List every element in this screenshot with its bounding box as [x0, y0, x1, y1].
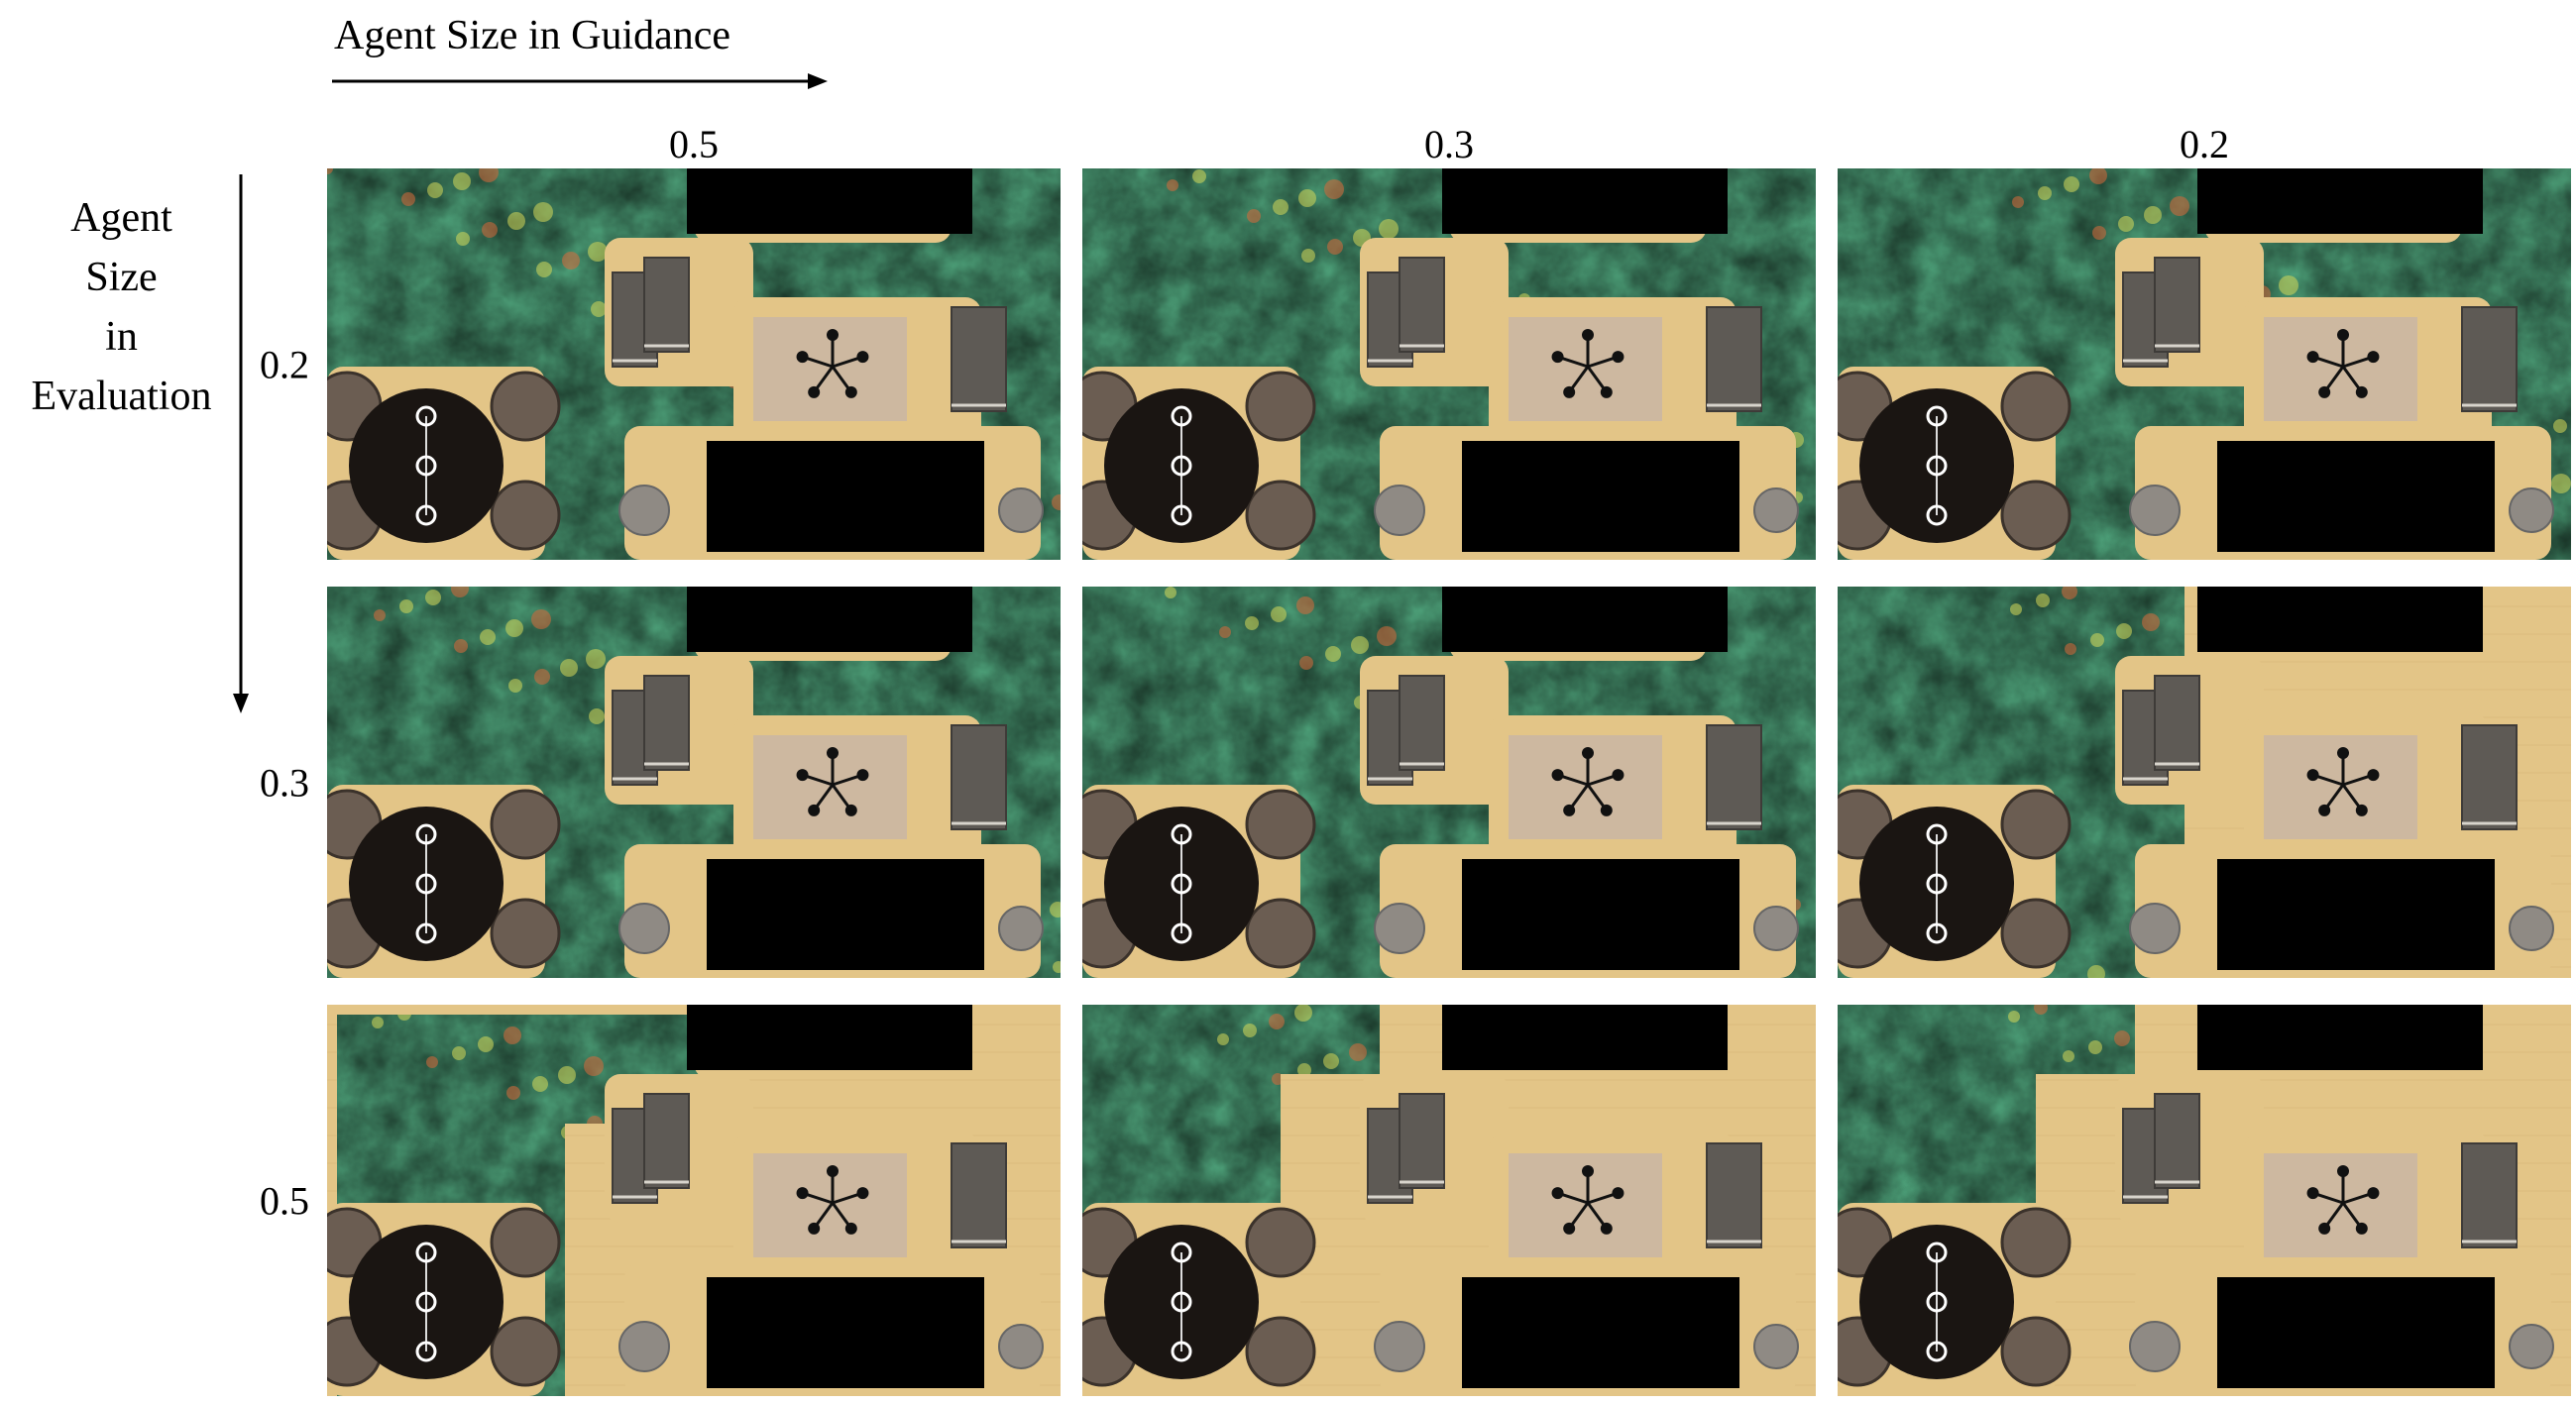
floor-plan-panel-r0-c1	[1082, 168, 1816, 560]
evaluation-title-line: Agent	[70, 195, 172, 241]
sofa	[2461, 1142, 2518, 1248]
stool	[2129, 485, 2181, 536]
floor-plan-panel-r1-c0	[327, 587, 1061, 978]
floor-plan-image	[1838, 587, 2571, 978]
floor-plan-image	[327, 587, 1061, 978]
sofa	[951, 724, 1007, 830]
chandelier-icon	[1551, 1165, 1624, 1235]
floor-plan-image	[1082, 168, 1816, 560]
stool	[2129, 903, 2181, 954]
chandelier-icon	[1551, 329, 1624, 398]
sofa	[643, 257, 690, 353]
sofa	[2154, 1093, 2200, 1189]
wall-block	[2197, 587, 2483, 652]
wall-block	[2197, 1005, 2483, 1070]
stool	[2509, 487, 2554, 533]
sofa	[1706, 1142, 1762, 1248]
sofa	[951, 306, 1007, 412]
floor-plan-panel-r1-c1	[1082, 587, 1816, 978]
row-label-1: 0.3	[260, 760, 309, 806]
arrow-right-icon	[808, 73, 828, 89]
floor-plan-panel-r0-c0	[327, 168, 1061, 560]
sofa	[2154, 257, 2200, 353]
guidance-axis-title: Agent Size in Guidance	[334, 13, 731, 58]
floor-plan-panel-r0-c2	[1838, 168, 2571, 560]
row-label-2: 0.5	[260, 1178, 309, 1224]
stool	[618, 485, 670, 536]
tv-console	[2217, 859, 2495, 970]
stool	[618, 1321, 670, 1372]
sofa	[1399, 1093, 1445, 1189]
evaluation-title-line: Size	[85, 255, 158, 300]
evaluation-title-line: Evaluation	[31, 374, 212, 419]
floor-plan-panel-r2-c0	[327, 1005, 1061, 1396]
evaluation-title-line: in	[105, 314, 138, 360]
floor-plan-panel-r2-c1	[1082, 1005, 1816, 1396]
stool	[1374, 903, 1425, 954]
stool	[998, 487, 1044, 533]
tv-console	[707, 1277, 984, 1388]
stool	[1753, 487, 1799, 533]
evaluation-axis-title: Agent Size in Evaluation	[10, 188, 233, 426]
stool	[1374, 1321, 1425, 1372]
tv-console	[707, 859, 984, 970]
sofa	[1706, 306, 1762, 412]
floor-plan-panel-r2-c2	[1838, 1005, 2571, 1396]
sofa	[643, 675, 690, 771]
column-label-0: 0.5	[669, 122, 719, 166]
floor-plan-panel-r1-c2	[1838, 587, 2571, 978]
chandelier-icon	[2306, 1165, 2380, 1235]
floor-plan-image	[1082, 587, 1816, 978]
stool	[1753, 906, 1799, 951]
chandelier-icon	[1551, 747, 1624, 816]
stool	[1374, 485, 1425, 536]
tv-console	[1462, 1277, 1739, 1388]
column-label-2: 0.2	[2180, 122, 2229, 166]
floor-plan-image	[1082, 1005, 1816, 1396]
sofa	[2461, 724, 2518, 830]
floor-plan-image	[1838, 168, 2571, 560]
sofa	[1399, 675, 1445, 771]
sofa	[1706, 724, 1762, 830]
floor-plan-image	[1838, 1005, 2571, 1396]
tv-console	[2217, 1277, 2495, 1388]
row-label-0: 0.2	[260, 342, 309, 387]
stool	[2509, 906, 2554, 951]
chandelier-icon	[796, 329, 869, 398]
sofa	[643, 1093, 690, 1189]
floor-plan-image	[327, 1005, 1061, 1396]
tv-console	[707, 441, 984, 552]
wall-block	[687, 1005, 972, 1070]
sofa	[1399, 257, 1445, 353]
wall-block	[687, 587, 972, 652]
arrow-down-icon	[233, 694, 249, 713]
chandelier-icon	[2306, 747, 2380, 816]
tv-console	[1462, 859, 1739, 970]
stool	[1753, 1324, 1799, 1369]
stool	[618, 903, 670, 954]
wall-block	[1442, 1005, 1728, 1070]
column-label-1: 0.3	[1424, 122, 1474, 166]
stool	[998, 1324, 1044, 1369]
wall-block	[2197, 168, 2483, 234]
floor-plan-image	[327, 168, 1061, 560]
stool	[998, 906, 1044, 951]
wall-block	[687, 168, 972, 234]
wall-block	[1442, 168, 1728, 234]
sofa	[2461, 306, 2518, 412]
chandelier-icon	[796, 1165, 869, 1235]
wall-block	[1442, 587, 1728, 652]
tv-console	[1462, 441, 1739, 552]
stool	[2509, 1324, 2554, 1369]
sofa	[2154, 675, 2200, 771]
chandelier-icon	[2306, 329, 2380, 398]
chandelier-icon	[796, 747, 869, 816]
stool	[2129, 1321, 2181, 1372]
tv-console	[2217, 441, 2495, 552]
sofa	[951, 1142, 1007, 1248]
